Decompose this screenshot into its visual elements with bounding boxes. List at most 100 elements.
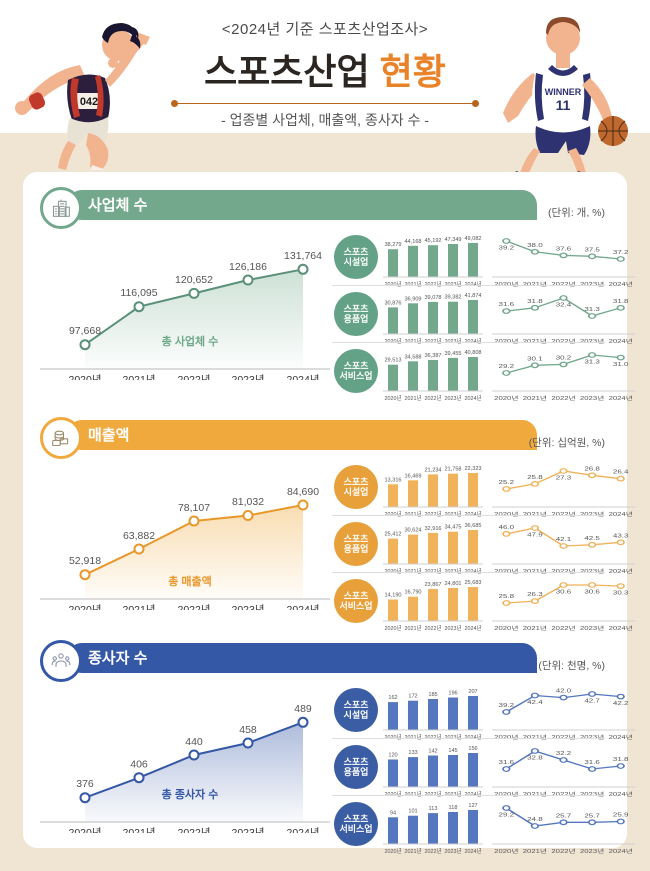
svg-text:2022년: 2022년	[177, 374, 210, 380]
svg-text:31.3: 31.3	[584, 359, 600, 365]
svg-text:37.6: 37.6	[556, 246, 572, 252]
svg-text:32.2: 32.2	[556, 751, 572, 757]
svg-text:2024년: 2024년	[609, 624, 633, 631]
svg-text:2021년: 2021년	[405, 394, 422, 402]
svg-text:131,764: 131,764	[284, 250, 322, 262]
svg-text:38,279: 38,279	[384, 242, 401, 248]
svg-text:11: 11	[556, 97, 571, 113]
svg-text:39,078: 39,078	[424, 295, 441, 301]
svg-text:145: 145	[448, 748, 457, 754]
svg-text:2021년: 2021년	[523, 624, 547, 631]
svg-text:2020년: 2020년	[494, 624, 518, 631]
svg-text:26.4: 26.4	[613, 470, 629, 476]
svg-text:2021년: 2021년	[122, 827, 155, 833]
svg-text:39,382: 39,382	[444, 295, 461, 301]
svg-text:44,168: 44,168	[404, 239, 421, 245]
svg-text:25.8: 25.8	[499, 594, 515, 600]
svg-text:406: 406	[130, 759, 148, 771]
svg-text:2022년: 2022년	[177, 827, 210, 833]
svg-text:25,683: 25,683	[464, 580, 481, 586]
svg-text:13,316: 13,316	[384, 477, 401, 483]
svg-text:2020년: 2020년	[385, 394, 402, 402]
svg-text:2021년: 2021년	[523, 394, 547, 401]
svg-text:31.8: 31.8	[613, 299, 629, 305]
svg-text:39.2: 39.2	[499, 703, 515, 709]
svg-text:2020년: 2020년	[385, 847, 402, 855]
svg-text:39.2: 39.2	[499, 245, 515, 251]
svg-text:49,082: 49,082	[464, 236, 481, 242]
svg-text:2020년: 2020년	[385, 624, 402, 632]
svg-text:31.0: 31.0	[613, 362, 629, 368]
svg-text:120: 120	[388, 753, 397, 759]
svg-text:2022년: 2022년	[551, 624, 575, 631]
svg-text:2020년: 2020년	[494, 394, 518, 401]
svg-text:2020년: 2020년	[68, 374, 101, 380]
svg-text:2024년: 2024년	[465, 624, 482, 632]
svg-text:32,916: 32,916	[424, 526, 441, 532]
svg-text:2020년: 2020년	[494, 847, 518, 854]
svg-text:133: 133	[408, 750, 417, 756]
svg-text:2023년: 2023년	[445, 624, 462, 632]
svg-text:31.8: 31.8	[527, 299, 543, 305]
svg-text:458: 458	[239, 724, 257, 736]
svg-text:34,475: 34,475	[444, 525, 461, 531]
svg-text:2021년: 2021년	[405, 624, 422, 632]
svg-text:총 사업체 수: 총 사업체 수	[162, 334, 219, 348]
svg-text:47.9: 47.9	[527, 532, 543, 538]
svg-text:196: 196	[448, 691, 457, 697]
svg-text:42.0: 42.0	[556, 689, 572, 695]
svg-text:2024년: 2024년	[465, 847, 482, 855]
svg-text:30,624: 30,624	[404, 528, 421, 534]
svg-text:36,387: 36,387	[424, 353, 441, 359]
svg-text:23,867: 23,867	[424, 582, 441, 588]
svg-text:2020년: 2020년	[68, 827, 101, 833]
svg-text:2022년: 2022년	[425, 624, 442, 632]
svg-text:31.8: 31.8	[613, 757, 629, 763]
svg-text:42.1: 42.1	[556, 537, 572, 543]
svg-text:24.8: 24.8	[527, 817, 543, 823]
svg-text:37.2: 37.2	[613, 250, 629, 256]
svg-text:25.8: 25.8	[527, 475, 543, 481]
svg-text:42.2: 42.2	[613, 701, 629, 707]
svg-text:29,513: 29,513	[384, 358, 401, 364]
svg-text:31.3: 31.3	[584, 307, 600, 313]
svg-text:29.2: 29.2	[499, 364, 515, 370]
svg-text:21,758: 21,758	[444, 467, 461, 473]
svg-text:120,652: 120,652	[175, 274, 213, 286]
svg-text:2023년: 2023년	[231, 374, 264, 380]
svg-text:376: 376	[76, 778, 94, 790]
svg-text:185: 185	[428, 692, 437, 698]
svg-text:2023년: 2023년	[445, 394, 462, 402]
svg-text:207: 207	[468, 689, 477, 695]
svg-text:21,234: 21,234	[424, 467, 441, 473]
svg-text:29.2: 29.2	[499, 812, 515, 818]
svg-text:45,192: 45,192	[424, 238, 441, 244]
svg-text:2024년: 2024년	[465, 394, 482, 402]
svg-text:2024년: 2024년	[609, 394, 633, 401]
svg-text:2023년: 2023년	[580, 624, 604, 631]
svg-text:41,874: 41,874	[464, 293, 481, 299]
svg-text:26.3: 26.3	[527, 592, 543, 598]
svg-text:24,801: 24,801	[444, 581, 461, 587]
svg-text:2022년: 2022년	[425, 394, 442, 402]
svg-text:118: 118	[449, 805, 458, 811]
svg-text:31.6: 31.6	[499, 760, 515, 766]
svg-text:22,323: 22,323	[464, 466, 481, 472]
svg-text:30.6: 30.6	[584, 589, 600, 595]
svg-text:36,909: 36,909	[404, 296, 421, 302]
svg-text:42.4: 42.4	[527, 700, 543, 706]
svg-text:2021년: 2021년	[122, 374, 155, 380]
svg-text:2024년: 2024년	[286, 827, 319, 833]
svg-text:97,668: 97,668	[69, 325, 101, 337]
svg-text:142: 142	[428, 749, 437, 755]
svg-text:38.0: 38.0	[527, 243, 543, 249]
svg-text:2024년: 2024년	[286, 374, 319, 380]
svg-text:25.9: 25.9	[613, 812, 629, 818]
svg-text:2023년: 2023년	[580, 394, 604, 401]
svg-text:47,349: 47,349	[444, 237, 461, 243]
svg-text:42.5: 42.5	[584, 536, 600, 542]
svg-text:31.6: 31.6	[499, 302, 515, 308]
svg-text:27.3: 27.3	[556, 475, 572, 481]
svg-text:30.6: 30.6	[556, 589, 572, 595]
svg-text:2021년: 2021년	[523, 847, 547, 854]
